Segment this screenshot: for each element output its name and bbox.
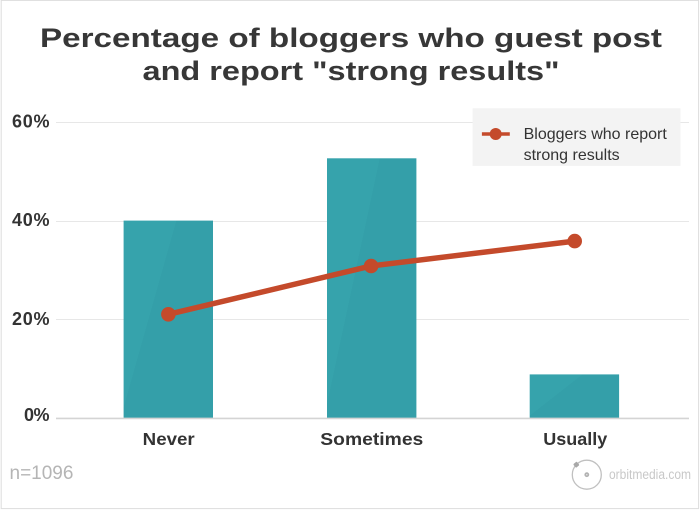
svg-text:strong results: strong results [524,147,620,164]
svg-text:orbitmedia.com: orbitmedia.com [609,467,691,482]
svg-text:Percentage of bloggers who gue: Percentage of bloggers who guest post [40,23,662,53]
svg-text:20%: 20% [12,309,50,329]
svg-text:n=1096: n=1096 [10,463,74,484]
svg-text:0%: 0% [24,405,50,425]
svg-text:Bloggers who report: Bloggers who report [524,126,668,143]
svg-text:40%: 40% [12,210,50,230]
svg-text:Sometimes: Sometimes [320,429,423,449]
svg-text:and report "strong results": and report "strong results" [143,56,560,86]
svg-text:Usually: Usually [543,429,607,449]
svg-text:Never: Never [143,429,195,449]
svg-text:60%: 60% [12,112,50,132]
